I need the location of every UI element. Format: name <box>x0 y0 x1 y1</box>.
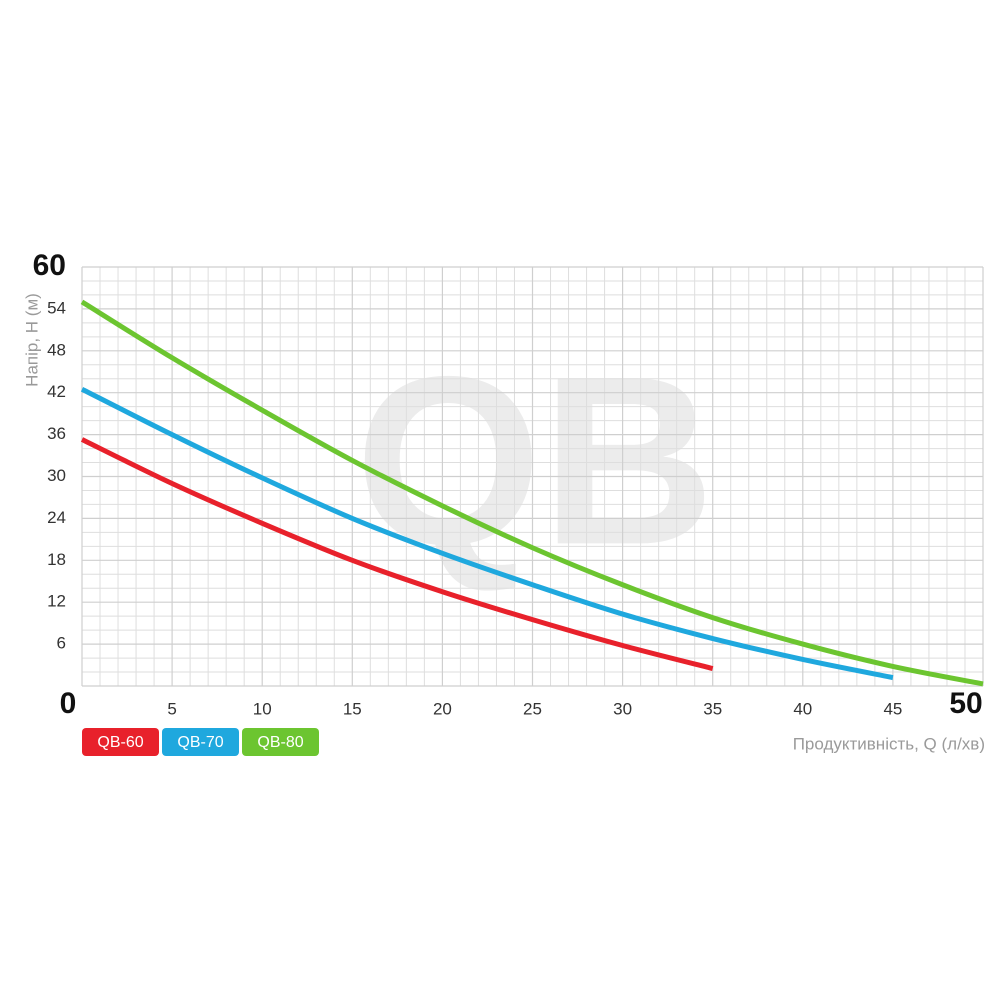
x-tick-label: 40 <box>793 699 812 718</box>
x-tick-label: 20 <box>433 699 452 718</box>
x-tick-label: 45 <box>883 699 902 718</box>
legend-swatch <box>162 728 239 756</box>
watermark: QB <box>355 326 715 594</box>
legend-swatch <box>242 728 319 756</box>
grid <box>81 266 984 687</box>
x-tick-label: 15 <box>343 699 362 718</box>
x-tick-label: 50 <box>949 687 982 720</box>
legend-swatch <box>82 728 159 756</box>
y-tick-label: 24 <box>47 508 66 527</box>
x-tick-label: 35 <box>703 699 722 718</box>
x-tick-label: 25 <box>523 699 542 718</box>
series-line <box>80 299 984 687</box>
x-tick-label: 10 <box>253 699 272 718</box>
legend-label: QB-70 <box>177 734 223 751</box>
y-tick-label: 30 <box>47 466 66 485</box>
legend-label: QB-80 <box>257 734 303 751</box>
series-line <box>80 386 894 681</box>
legend-label: QB-60 <box>97 734 143 751</box>
y-tick-label: 48 <box>47 340 66 359</box>
y-tick-label: 36 <box>47 424 66 443</box>
y-tick-label: 54 <box>47 298 66 317</box>
x-axis-label: Продуктивність, Q (л/хв) <box>793 734 985 753</box>
x-tick-label: 30 <box>613 699 632 718</box>
y-tick-label: 42 <box>47 382 66 401</box>
y-tick-label: 6 <box>57 634 66 653</box>
y-tick-label: 12 <box>47 592 66 611</box>
series-line <box>80 437 714 671</box>
y-tick-label: 60 <box>33 249 66 282</box>
x-tick-label: 0 <box>60 687 77 720</box>
x-tick-label: 5 <box>167 699 176 718</box>
y-tick-label: 18 <box>47 550 66 569</box>
y-axis-label: Напір, H (м) <box>22 293 41 387</box>
